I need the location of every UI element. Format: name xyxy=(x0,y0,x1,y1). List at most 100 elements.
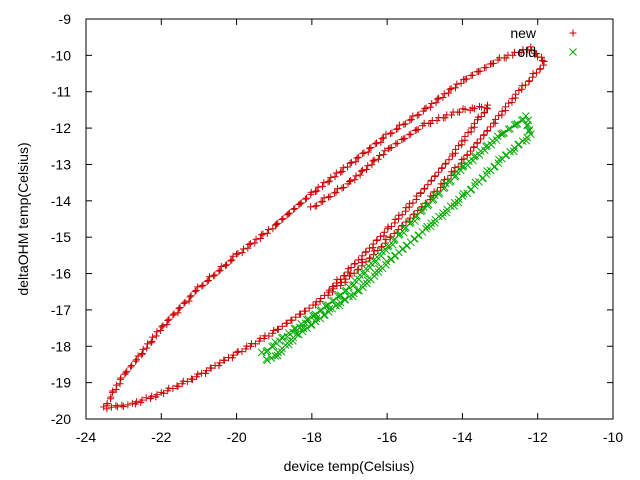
point-new xyxy=(193,373,201,381)
point-new xyxy=(175,305,183,313)
point-new xyxy=(238,249,246,257)
point-new xyxy=(123,367,131,375)
point-old xyxy=(271,352,280,360)
point-new xyxy=(368,161,376,169)
point-new xyxy=(312,188,320,196)
point-new xyxy=(164,316,172,324)
point-new xyxy=(411,127,419,135)
point-old xyxy=(335,301,344,310)
point-new xyxy=(169,311,177,319)
point-new xyxy=(373,139,381,147)
point-new xyxy=(305,304,313,312)
point-new xyxy=(515,87,523,95)
point-new xyxy=(533,50,541,58)
x-tick-label: -12 xyxy=(528,429,548,445)
point-new xyxy=(307,203,315,211)
point-new xyxy=(427,119,435,127)
point-new xyxy=(508,98,516,106)
point-new xyxy=(433,95,441,103)
point-new xyxy=(210,272,218,280)
point-new xyxy=(511,94,519,102)
point-new xyxy=(255,337,263,345)
point-new xyxy=(440,90,448,98)
point-new xyxy=(476,135,484,143)
point-new xyxy=(187,375,195,383)
point-new xyxy=(326,193,334,201)
point-new xyxy=(384,145,392,153)
point-new xyxy=(428,99,436,107)
point-new xyxy=(409,199,417,207)
point-new xyxy=(351,176,359,184)
point-new xyxy=(380,151,388,159)
point-new xyxy=(447,85,455,93)
point-old xyxy=(386,255,395,264)
point-new xyxy=(325,177,333,185)
point-new xyxy=(381,147,389,155)
point-new xyxy=(100,403,108,411)
point-new xyxy=(211,361,219,369)
point-new xyxy=(317,295,325,303)
point-new xyxy=(234,347,242,355)
point-new xyxy=(259,230,267,238)
point-new xyxy=(331,189,339,197)
point-new xyxy=(229,252,237,260)
point-new xyxy=(356,171,364,179)
point-new xyxy=(441,114,449,122)
point-new xyxy=(274,219,282,227)
point-new xyxy=(362,248,370,256)
point-new xyxy=(181,298,189,306)
point-new xyxy=(358,166,366,174)
point-new xyxy=(432,99,440,107)
point-old xyxy=(274,348,282,357)
point-new xyxy=(307,188,315,196)
point-new xyxy=(337,168,345,176)
point-new xyxy=(354,153,362,161)
point-new xyxy=(521,81,529,89)
point-new xyxy=(382,236,390,244)
point-new xyxy=(284,210,292,218)
point-new xyxy=(463,75,471,83)
legend-marker-old xyxy=(569,48,577,56)
point-old xyxy=(513,119,522,128)
point-new xyxy=(234,249,242,257)
point-new xyxy=(320,194,328,202)
point-new xyxy=(192,286,200,294)
point-new xyxy=(153,328,161,336)
point-old xyxy=(336,298,345,307)
series-new xyxy=(100,43,548,413)
point-new xyxy=(477,113,485,121)
point-new xyxy=(217,262,225,270)
point-new xyxy=(528,46,536,54)
point-new xyxy=(273,220,281,228)
point-new xyxy=(191,288,199,296)
x-tick-label: -22 xyxy=(151,429,171,445)
legend: new old xyxy=(510,25,577,60)
point-new xyxy=(291,204,299,212)
point-new xyxy=(386,130,394,138)
point-new xyxy=(139,345,147,353)
point-new xyxy=(290,205,298,213)
point-old xyxy=(498,129,507,138)
point-new xyxy=(163,321,171,329)
point-new xyxy=(256,235,264,243)
point-new xyxy=(282,319,290,327)
point-old xyxy=(426,222,435,231)
point-new xyxy=(138,350,146,358)
point-new xyxy=(143,344,151,352)
point-new xyxy=(461,136,469,144)
point-new xyxy=(456,108,464,116)
point-new xyxy=(480,109,488,117)
point-new xyxy=(332,169,340,177)
point-old xyxy=(303,324,312,332)
point-new xyxy=(371,140,379,148)
point-new xyxy=(434,168,442,176)
point-new xyxy=(487,123,495,131)
point-new xyxy=(203,277,211,285)
point-new xyxy=(228,256,236,264)
point-old xyxy=(294,330,303,339)
point-new xyxy=(538,57,546,65)
point-new xyxy=(483,104,491,112)
point-new xyxy=(538,53,546,61)
axis-ticks: -24 -22 -20 -18 -16 -14 -12 -10 -20 -19 -18 -17 -16 -… xyxy=(51,11,624,445)
point-new xyxy=(364,148,372,156)
